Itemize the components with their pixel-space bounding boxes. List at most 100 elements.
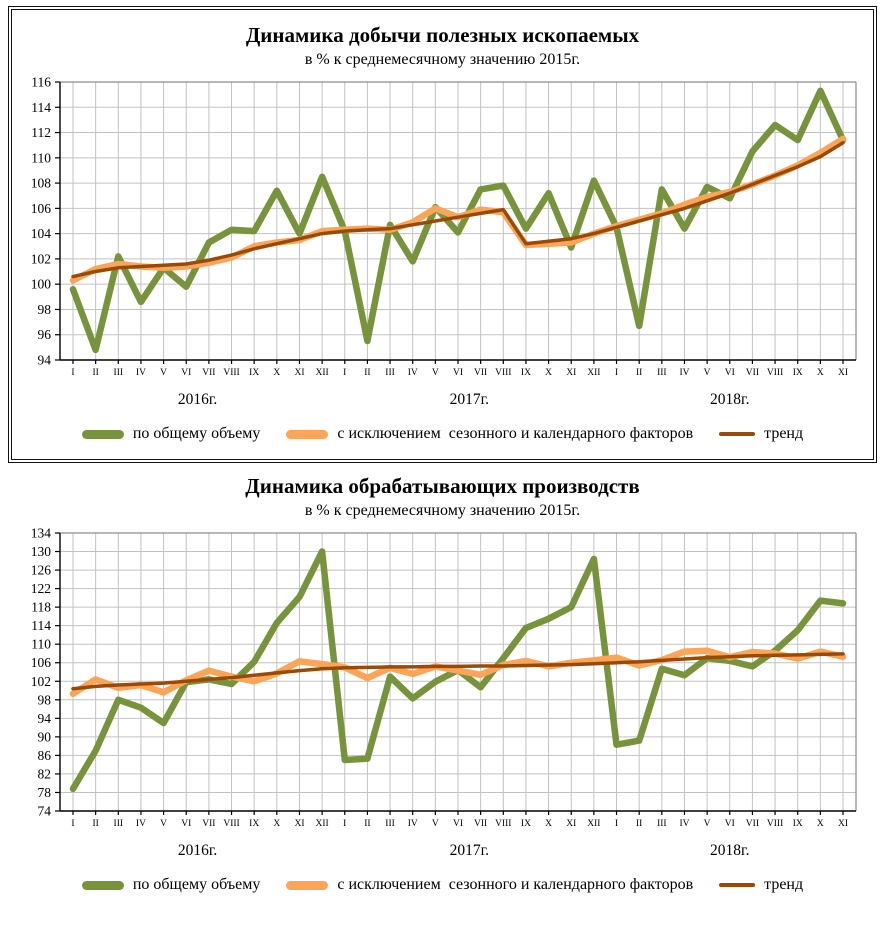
y-tick-label: 108	[31, 176, 52, 191]
x-tick-label: XII	[587, 368, 600, 378]
y-tick-label: 134	[30, 526, 51, 541]
x-tick-label: IX	[520, 819, 530, 829]
y-tick-label: 118	[31, 600, 51, 615]
x-tick-label: II	[636, 819, 642, 829]
y-tick-label: 94	[37, 711, 51, 726]
year-label: 2018г.	[710, 391, 749, 408]
x-tick-label: V	[160, 368, 167, 378]
x-tick-label: VIII	[766, 819, 782, 829]
x-tick-label: IX	[249, 819, 259, 829]
series-line-1	[69, 647, 846, 698]
page: Динамика добычи полезных ископаемых в % …	[8, 6, 877, 900]
y-tick-label: 122	[30, 581, 50, 596]
x-tick-label: XI	[566, 368, 576, 378]
x-tick-label: III	[113, 819, 123, 829]
x-tick-label: III	[657, 819, 667, 829]
x-tick-label: VII	[474, 819, 487, 829]
x-tick-label: XI	[294, 819, 304, 829]
y-tick-label: 114	[31, 618, 51, 633]
y-tick-label: 74	[37, 804, 51, 819]
y-tick-label: 114	[31, 100, 51, 115]
legend-label: с исключением сезонного и календарного ф…	[337, 876, 694, 893]
seasonally-adjusted-swatch-icon	[286, 880, 329, 890]
x-tick-label: X	[817, 368, 824, 378]
legend-label: тренд	[764, 876, 804, 893]
y-tick-label: 130	[30, 544, 51, 559]
x-tick-label: IX	[521, 368, 531, 378]
x-tick-label: II	[92, 819, 98, 829]
x-tick-label: VIII	[495, 819, 511, 829]
x-tick-label: II	[636, 368, 642, 378]
legend-item: по общему объему	[81, 425, 261, 443]
total-volume-swatch-icon	[81, 880, 124, 890]
x-tick-label: III	[385, 819, 395, 829]
x-tick-label: VI	[452, 819, 462, 829]
y-tick-label: 102	[31, 251, 51, 266]
y-tick-label: 90	[37, 729, 51, 744]
manufacturing-chart-panel: Динамика обрабатывающих производств в % …	[8, 473, 877, 900]
x-tick-label: IV	[136, 368, 146, 378]
x-tick-label: VIII	[767, 368, 783, 378]
line-chart-svg: 74 78 82 86 90 94 98 102 106 110 114 118 122 126 130 13…	[30, 526, 857, 859]
y-tick-label: 100	[31, 277, 52, 292]
series-line-2	[71, 140, 845, 279]
x-tick-label: V	[703, 819, 710, 829]
x-tick-label: V	[704, 368, 711, 378]
x-tick-label: XII	[587, 819, 600, 829]
y-tick-label: 78	[37, 785, 51, 800]
mining-chart-legend: по общему объему с исключением сезонного…	[12, 419, 873, 449]
chart-title: Динамика обрабатывающих производств	[245, 474, 640, 498]
x-tick-label: IX	[793, 368, 803, 378]
x-tick-label: I	[615, 368, 618, 378]
y-tick-label: 106	[30, 655, 51, 670]
legend-label: с исключением сезонного и календарного ф…	[337, 425, 694, 442]
x-tick-label: VII	[474, 368, 487, 378]
x-tick-label: VIII	[223, 368, 239, 378]
x-tick-label: I	[71, 368, 74, 378]
y-tick-label: 82	[37, 766, 51, 781]
legend-item: с исключением сезонного и календарного ф…	[286, 876, 693, 894]
x-tick-label: II	[364, 368, 370, 378]
x-tick-label: IV	[408, 368, 418, 378]
x-tick-label: I	[614, 819, 617, 829]
y-tick-label: 102	[30, 674, 50, 689]
mining-chart: 94 96 98 100 102 104 106 108 110 112 114 116 I II III I…	[12, 74, 874, 417]
x-tick-label: IX	[249, 368, 259, 378]
x-tick-label: III	[385, 368, 395, 378]
mining-chart-panel-inner: Динамика добычи полезных ископаемых в % …	[11, 9, 874, 460]
x-tick-label: XI	[294, 368, 304, 378]
y-tick-label: 98	[37, 692, 51, 707]
year-label: 2017г.	[450, 391, 489, 408]
x-tick-label: XII	[316, 368, 329, 378]
x-tick-label: X	[545, 819, 552, 829]
x-tick-label: IV	[135, 819, 145, 829]
x-tick-label: VII	[202, 819, 215, 829]
x-tick-label: X	[545, 368, 552, 378]
y-tick-label: 110	[31, 150, 51, 165]
x-tick-label: VII	[745, 819, 758, 829]
x-tick-label: VII	[746, 368, 759, 378]
year-label: 2017г.	[449, 842, 488, 859]
x-tick-label: V	[160, 819, 167, 829]
x-tick-label: V	[431, 819, 438, 829]
manufacturing-chart: 74 78 82 86 90 94 98 102 106 110 114 118 122 126 130 13…	[12, 525, 874, 868]
x-tick-label: VIII	[495, 368, 511, 378]
total-volume-swatch-icon	[81, 429, 124, 439]
manufacturing-chart-legend: по общему объему с исключением сезонного…	[8, 870, 877, 900]
x-tick-label: I	[71, 819, 74, 829]
x-tick-label: XI	[566, 819, 576, 829]
trend-swatch-icon	[719, 883, 756, 887]
x-tick-label: XII	[315, 819, 328, 829]
y-tick-label: 110	[31, 637, 51, 652]
year-label: 2018г.	[710, 842, 749, 859]
legend-item: с исключением сезонного и календарного ф…	[286, 425, 693, 443]
chart-title: Динамика добычи полезных ископаемых	[245, 23, 640, 47]
x-tick-label: IV	[679, 368, 689, 378]
x-tick-label: IV	[407, 819, 417, 829]
x-tick-label: X	[273, 819, 280, 829]
x-tick-label: VI	[181, 368, 191, 378]
y-tick-label: 126	[30, 563, 51, 578]
x-tick-label: IX	[792, 819, 802, 829]
legend-label: по общему объему	[132, 425, 261, 442]
